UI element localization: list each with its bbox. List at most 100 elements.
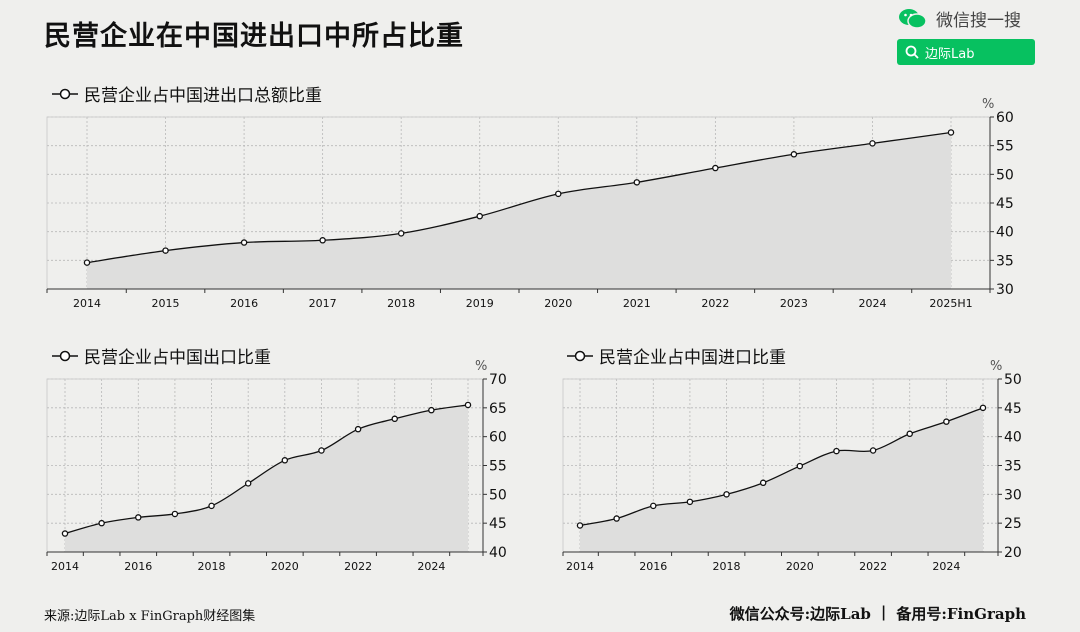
data-point [397,230,405,237]
x-tick-label: 2023 [780,297,808,310]
data-point [943,418,950,425]
data-point [244,480,252,487]
data-point [171,510,179,518]
data-point [354,425,362,433]
y-tick-label: 35 [996,253,1014,269]
x-tick-label: 2014 [73,297,101,310]
chart-total: 30 35 40 45 50 55 60% 2014 2015 2016 2017 2018 2019 2… [46,97,1014,310]
x-tick-label: 2017 [309,297,337,310]
area-fill [65,404,468,552]
data-point [869,140,876,147]
x-tick-label: 2018 [198,560,226,573]
data-point [979,404,987,412]
x-tick-label: 2024 [858,297,886,310]
y-tick-label: 45 [1004,401,1022,417]
y-tick-label: 40 [1004,430,1022,446]
wechat-search-brand[interactable]: 微信搜一搜 [898,6,1021,31]
data-point [61,530,69,537]
x-tick-label: 2018 [713,560,741,573]
x-tick-label: 2021 [623,297,651,310]
chart-title-total: 民营企业占中国进出口总额比重 [52,81,322,106]
x-tick-label: 2016 [124,560,152,573]
x-tick-label: 2024 [932,560,960,573]
y-tick-label: 50 [996,167,1014,183]
data-point [906,430,913,438]
page-title: 民营企业在中国进出口中所占比重 [44,21,464,52]
data-point [281,457,289,464]
chart-title-export-text: 民营企业占中国出口比重 [84,348,271,368]
y-unit-label: % [475,359,487,374]
y-tick-label: 45 [489,516,507,532]
series-line [86,131,952,264]
y-tick-label: 50 [489,487,507,503]
search-label: 边际Lab [925,46,975,62]
y-tick-label: 20 [1004,545,1022,561]
y-tick-label: 30 [1004,487,1022,503]
legend-marker-icon [567,350,593,361]
x-tick-label: 2024 [417,560,445,573]
y-tick-label: 55 [996,139,1014,155]
account-label: 微信公众号:边际Lab [729,605,871,623]
account-info: 微信公众号:边际Lab | 备用号:FinGraph [730,603,1026,624]
data-point [476,212,483,220]
data-point [391,415,398,423]
data-point [650,502,657,510]
chart-import: 20 25 30 35 40 45 50% 2014 2016 2018 2020 2022 2024 [562,359,1022,573]
y-tick-label: 55 [489,459,507,475]
search-button[interactable]: 边际Lab [897,39,1035,65]
data-point [240,239,248,246]
chart-title-import-text: 民营企业占中国进口比重 [599,348,786,368]
data-point [555,190,562,198]
data-point [428,406,435,414]
y-unit-label: % [982,97,994,112]
x-tick-label: 2022 [701,297,729,310]
x-tick-label: 2019 [466,297,494,310]
data-point [869,447,877,454]
x-tick-label: 2014 [51,560,79,573]
data-point [208,502,215,510]
data-point [712,164,719,172]
x-tick-label: 2022 [344,560,372,573]
x-tick-label: 2020 [786,560,814,573]
brand-label: 微信搜一搜 [936,11,1021,31]
data-point [98,519,105,527]
search-icon [905,45,919,59]
area-fill [87,132,951,289]
y-tick-label: 25 [1004,516,1022,532]
x-tick-label: 2020 [544,297,572,310]
x-tick-label: 2018 [387,297,415,310]
data-point [633,179,641,186]
data-point [947,129,955,136]
data-point [790,151,798,158]
x-tick-label: 2016 [639,560,667,573]
area-fill [580,407,983,552]
y-tick-label: 30 [996,282,1014,298]
x-tick-label: 2022 [859,560,887,573]
x-tick-label: 2020 [271,560,299,573]
chart-title-export: 民营企业占中国出口比重 [52,343,271,368]
data-point [319,237,326,244]
legend-marker-icon [52,350,78,361]
y-tick-label: 60 [996,110,1014,126]
x-tick-label: 2016 [230,297,258,310]
data-point [833,447,840,455]
y-tick-label: 45 [996,196,1014,212]
data-point [759,479,767,487]
y-tick-label: 40 [996,225,1014,241]
y-unit-label: % [990,359,1002,374]
data-point [318,447,325,454]
x-tick-label: 2014 [566,560,594,573]
data-point [162,247,169,254]
chart-title-total-text: 民营企业占中国进出口总额比重 [84,86,322,106]
y-tick-label: 70 [489,372,507,388]
y-tick-label: 40 [489,545,507,561]
data-point [796,462,804,470]
data-point [464,401,472,409]
data-point [723,491,730,498]
data-point [613,515,620,522]
chart-export: 40 45 50 55 60 65 70% 2014 2016 2018 2020 2022 2024 [46,359,507,573]
x-tick-label: 2025H1 [929,297,972,310]
source-note: 来源:边际Lab x FinGraph财经图集 [44,609,256,624]
footer-separator: | [880,603,887,621]
